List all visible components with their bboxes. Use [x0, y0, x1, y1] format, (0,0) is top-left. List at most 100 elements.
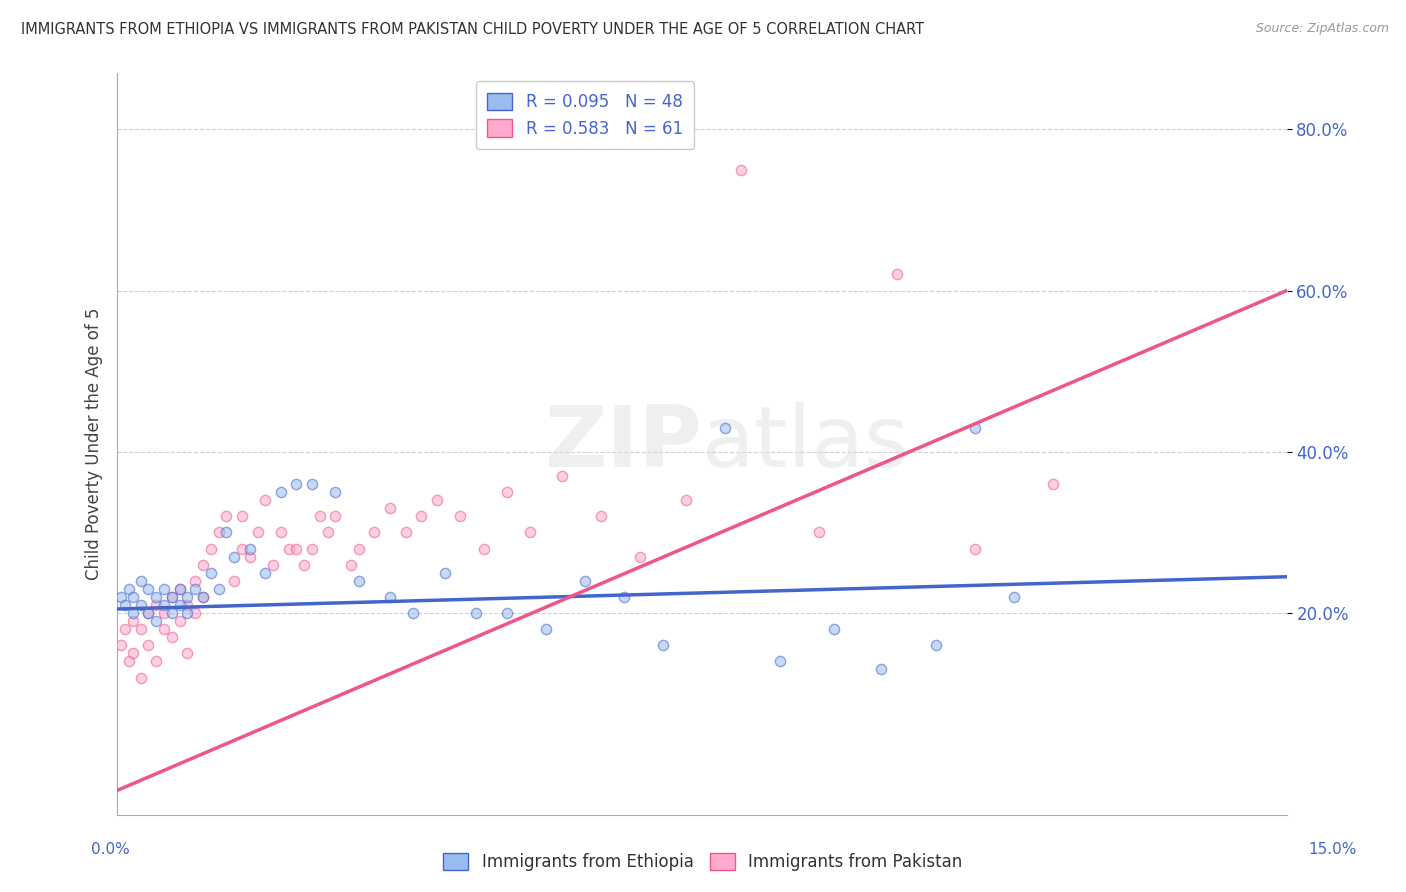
Point — [730, 162, 752, 177]
Point — [411, 509, 433, 524]
Point — [138, 606, 160, 620]
Point — [121, 614, 143, 628]
Point — [378, 501, 401, 516]
Point — [589, 509, 612, 524]
Point — [110, 590, 132, 604]
Point — [184, 582, 207, 596]
Point — [285, 541, 308, 556]
Point — [121, 590, 143, 604]
Point — [426, 493, 449, 508]
Point — [472, 541, 495, 556]
Point — [277, 541, 299, 556]
Point — [184, 574, 207, 588]
Point — [254, 493, 277, 508]
Point — [534, 622, 557, 636]
Point — [153, 606, 176, 620]
Point — [118, 582, 141, 596]
Point — [316, 525, 339, 540]
Point — [402, 606, 425, 620]
Point — [886, 268, 908, 282]
Point — [215, 509, 238, 524]
Point — [191, 590, 214, 604]
Point — [270, 525, 292, 540]
Point — [207, 525, 229, 540]
Point — [1042, 477, 1064, 491]
Point — [963, 541, 986, 556]
Point — [160, 590, 183, 604]
Point — [254, 566, 277, 580]
Point — [153, 582, 176, 596]
Point — [285, 477, 308, 491]
Point — [870, 663, 893, 677]
Point — [224, 549, 246, 564]
Point — [145, 598, 167, 612]
Point — [176, 606, 198, 620]
Point — [215, 525, 238, 540]
Point — [519, 525, 541, 540]
Text: IMMIGRANTS FROM ETHIOPIA VS IMMIGRANTS FROM PAKISTAN CHILD POVERTY UNDER THE AGE: IMMIGRANTS FROM ETHIOPIA VS IMMIGRANTS F… — [21, 22, 924, 37]
Point — [464, 606, 486, 620]
Text: 0.0%: 0.0% — [91, 842, 131, 856]
Point — [145, 590, 167, 604]
Point — [184, 606, 207, 620]
Point — [239, 549, 262, 564]
Point — [270, 485, 292, 500]
Point — [176, 598, 198, 612]
Point — [145, 614, 167, 628]
Point — [176, 646, 198, 660]
Point — [138, 606, 160, 620]
Text: atlas: atlas — [702, 402, 910, 485]
Text: ZIP: ZIP — [544, 402, 702, 485]
Point — [239, 541, 262, 556]
Point — [138, 638, 160, 652]
Point — [118, 654, 141, 668]
Point — [110, 638, 132, 652]
Point — [496, 485, 519, 500]
Point — [433, 566, 456, 580]
Point — [340, 558, 363, 572]
Point — [675, 493, 697, 508]
Point — [129, 598, 152, 612]
Point — [129, 622, 152, 636]
Point — [262, 558, 284, 572]
Text: Source: ZipAtlas.com: Source: ZipAtlas.com — [1256, 22, 1389, 36]
Point — [169, 614, 191, 628]
Point — [153, 622, 176, 636]
Point — [363, 525, 385, 540]
Point — [347, 541, 370, 556]
Point — [191, 590, 214, 604]
Point — [628, 549, 651, 564]
Point — [550, 469, 572, 483]
Point — [145, 654, 167, 668]
Point — [138, 582, 160, 596]
Point — [224, 574, 246, 588]
Text: 15.0%: 15.0% — [1309, 842, 1357, 856]
Point — [823, 622, 845, 636]
Point — [301, 477, 323, 491]
Point — [325, 509, 347, 524]
Point — [129, 671, 152, 685]
Point — [207, 582, 229, 596]
Point — [301, 541, 323, 556]
Point — [347, 574, 370, 588]
Point — [169, 582, 191, 596]
Point — [309, 509, 332, 524]
Point — [121, 606, 143, 620]
Point — [153, 598, 176, 612]
Point — [231, 541, 253, 556]
Point — [769, 654, 792, 668]
Point — [963, 420, 986, 434]
Point — [246, 525, 269, 540]
Legend: R = 0.095   N = 48, R = 0.583   N = 61: R = 0.095 N = 48, R = 0.583 N = 61 — [475, 81, 695, 149]
Point — [114, 622, 136, 636]
Point — [169, 598, 191, 612]
Point — [449, 509, 471, 524]
Point — [231, 509, 253, 524]
Point — [496, 606, 519, 620]
Point — [1002, 590, 1025, 604]
Point — [160, 606, 183, 620]
Point — [160, 590, 183, 604]
Point — [129, 574, 152, 588]
Legend: Immigrants from Ethiopia, Immigrants from Pakistan: Immigrants from Ethiopia, Immigrants fro… — [434, 845, 972, 880]
Point — [613, 590, 636, 604]
